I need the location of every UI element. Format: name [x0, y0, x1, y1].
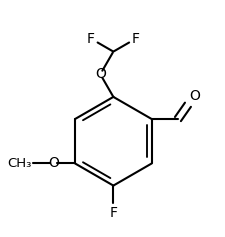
Text: F: F — [86, 32, 94, 46]
Text: F: F — [131, 32, 140, 46]
Text: O: O — [48, 156, 58, 170]
Text: O: O — [189, 89, 200, 103]
Text: CH₃: CH₃ — [7, 157, 31, 170]
Text: F: F — [109, 206, 117, 220]
Text: O: O — [94, 67, 105, 81]
